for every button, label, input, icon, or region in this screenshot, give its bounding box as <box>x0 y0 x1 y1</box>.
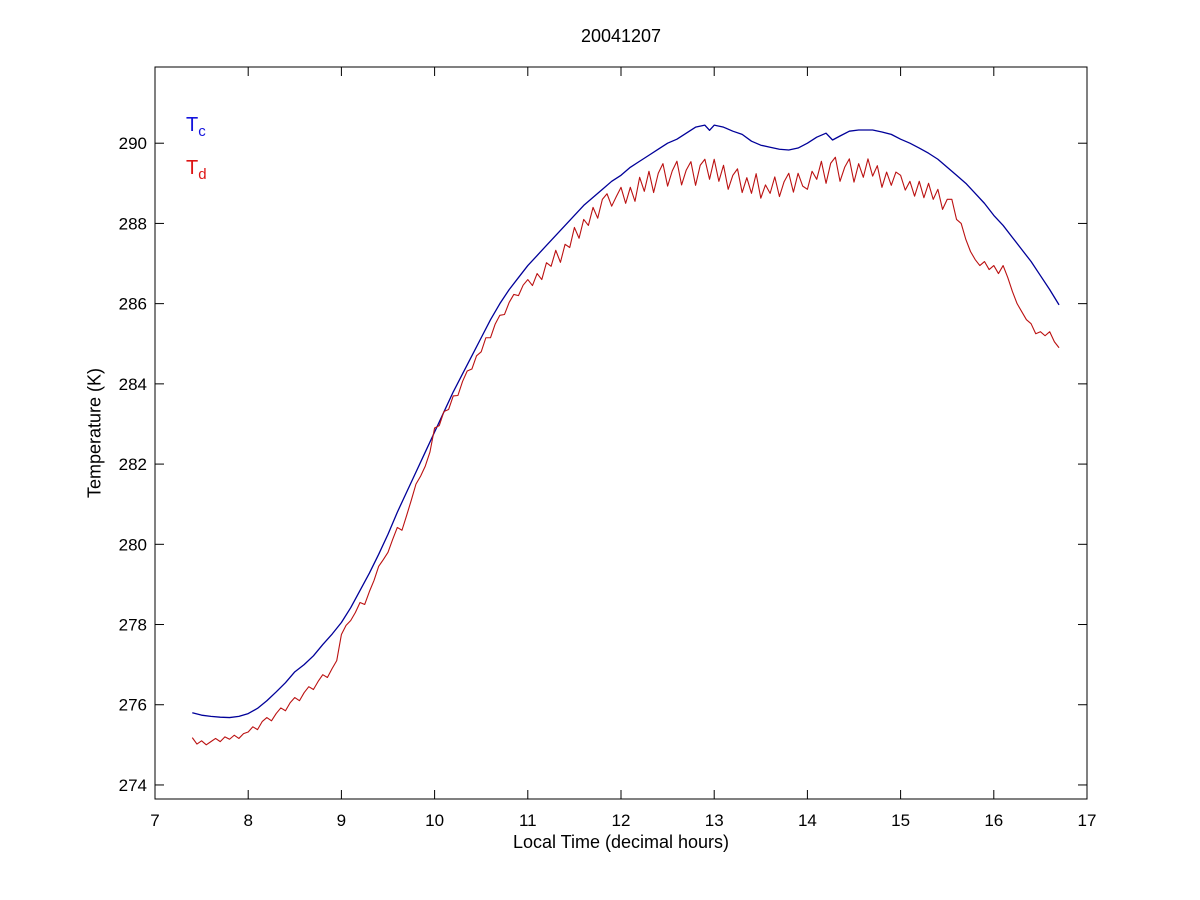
legend-entry-tc: Tc <box>186 115 206 139</box>
y-axis-label: Temperature (K) <box>84 367 105 499</box>
y-tick-label: 274 <box>119 776 147 795</box>
x-axis-label: Local Time (decimal hours) <box>512 832 730 852</box>
x-tick-label: 17 <box>1078 811 1097 830</box>
x-tick-label: 11 <box>519 811 537 830</box>
y-tick-label: 280 <box>119 535 147 554</box>
legend-tc-main: T <box>186 114 199 136</box>
legend-td-sub: d <box>198 166 207 183</box>
axes-frame <box>154 66 1088 800</box>
y-tick-label: 282 <box>119 455 147 474</box>
x-tick-label: 14 <box>798 811 817 830</box>
x-tick-label: 8 <box>243 811 252 830</box>
tc-line <box>192 124 1060 719</box>
x-tick-label: 16 <box>984 811 1003 830</box>
x-tick-label: 13 <box>705 811 724 830</box>
legend-tc-sub: c <box>198 123 206 140</box>
y-tick-label: 288 <box>119 214 147 233</box>
y-tick-label: 286 <box>119 295 147 314</box>
y-tick-label: 276 <box>119 696 147 715</box>
x-tick-label: 9 <box>337 811 346 830</box>
legend-entry-td: Td <box>186 158 207 182</box>
y-tick-label: 290 <box>119 134 147 153</box>
x-tick-label: 12 <box>612 811 631 830</box>
x-tick-label: 7 <box>150 811 159 830</box>
legend-td-main: T <box>186 157 199 179</box>
y-tick-label: 284 <box>119 375 147 394</box>
y-tick-label: 278 <box>119 616 147 635</box>
chart-title: 20041207 <box>580 26 662 46</box>
x-tick-label: 10 <box>425 811 444 830</box>
x-tick-label: 15 <box>891 811 910 830</box>
td-line <box>191 156 1060 746</box>
